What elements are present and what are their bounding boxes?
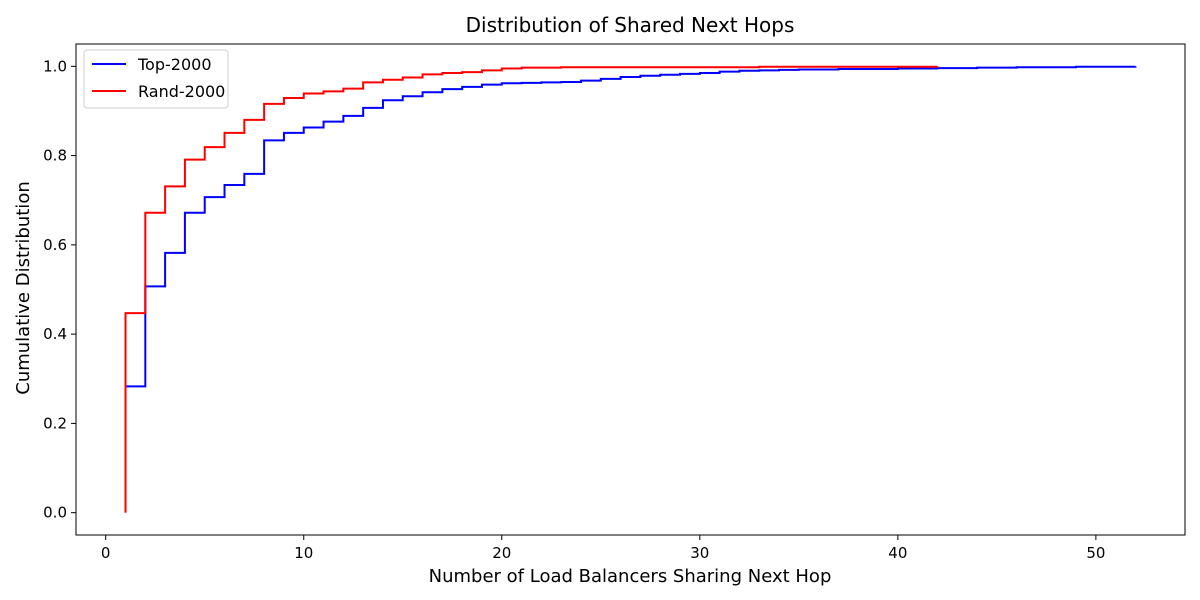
- chart-title: Distribution of Shared Next Hops: [466, 13, 795, 37]
- legend-entry: Rand-2000: [138, 82, 225, 101]
- legend-entry: Top-2000: [137, 55, 212, 74]
- y-tick-label: 0.8: [43, 147, 67, 165]
- y-axis-ticks: 0.0 0.2 0.4 0.6 0.8 1.0: [43, 57, 76, 522]
- y-tick-label: 1.0: [43, 57, 67, 75]
- y-tick-label: 0.0: [43, 504, 67, 522]
- y-tick-label: 0.2: [43, 414, 67, 432]
- x-axis-ticks: 0 10 20 30 40 50: [101, 535, 1105, 562]
- x-tick-label: 10: [294, 544, 313, 562]
- x-tick-label: 0: [101, 544, 111, 562]
- plot-area: [124, 65, 1137, 513]
- x-tick-label: 50: [1086, 544, 1105, 562]
- x-tick-label: 40: [888, 544, 907, 562]
- x-tick-label: 30: [690, 544, 709, 562]
- y-tick-label: 0.6: [43, 236, 67, 254]
- y-tick-label: 0.4: [43, 325, 67, 343]
- series-line-top-2000: [124, 65, 1137, 513]
- x-axis-label: Number of Load Balancers Sharing Next Ho…: [429, 566, 832, 587]
- series-line-rand-2000: [124, 65, 939, 513]
- plot-frame: [75, 43, 1186, 536]
- legend: Top-2000 Rand-2000: [83, 49, 229, 109]
- x-tick-label: 20: [492, 544, 511, 562]
- y-axis-label: Cumulative Distribution: [13, 181, 34, 394]
